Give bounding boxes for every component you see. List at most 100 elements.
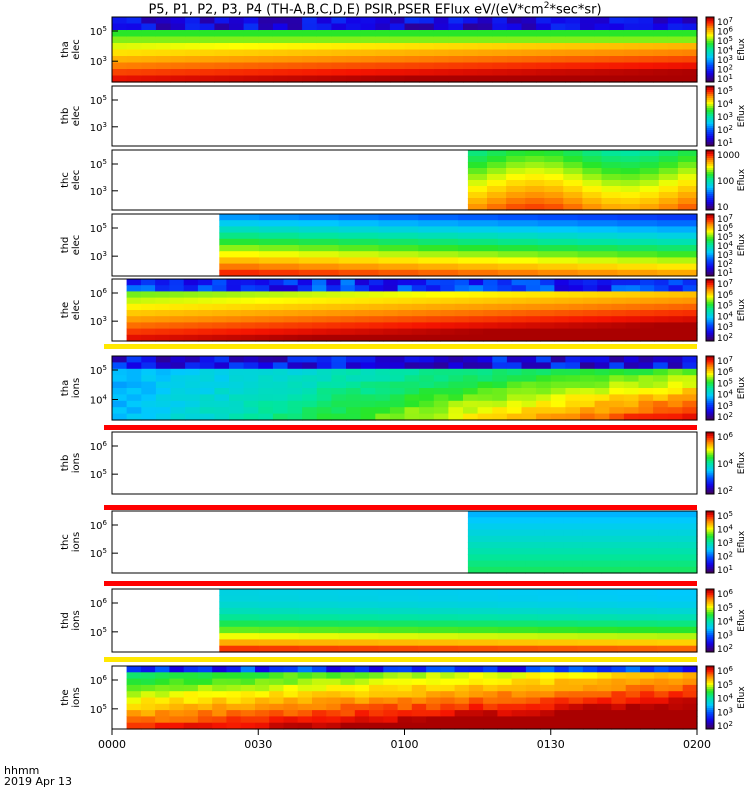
heatmap-cell bbox=[287, 413, 303, 421]
heatmap-cell bbox=[463, 375, 479, 383]
colorbar-segment bbox=[706, 273, 714, 277]
colorbar-tick-base: 10 bbox=[717, 708, 729, 718]
colorbar-segment bbox=[706, 614, 714, 617]
heatmap-cell bbox=[640, 322, 655, 330]
heatmap-cell bbox=[212, 285, 228, 292]
heatmap-cell bbox=[283, 691, 299, 699]
colorbar-segment bbox=[706, 400, 714, 404]
colorbar-tick-label: 102 bbox=[717, 720, 733, 732]
heatmap-cell bbox=[229, 413, 245, 421]
heatmap-cell bbox=[477, 400, 493, 408]
ytick-exp: 5 bbox=[103, 626, 107, 634]
heatmap-cell bbox=[544, 535, 564, 543]
heatmap-cell bbox=[653, 56, 669, 64]
colorbar-segment bbox=[706, 124, 714, 127]
heatmap-cell bbox=[550, 362, 566, 370]
ytick-exp: 3 bbox=[103, 185, 107, 193]
ytick-base: 10 bbox=[90, 549, 103, 560]
heatmap-cell bbox=[580, 56, 596, 64]
heatmap-cell bbox=[183, 710, 199, 717]
heatmap-cell bbox=[468, 334, 484, 342]
heatmap-cell bbox=[287, 56, 303, 64]
heatmap-cell bbox=[126, 291, 142, 299]
heatmap-cell bbox=[594, 368, 610, 376]
heatmap-cell bbox=[639, 198, 660, 205]
colorbar-segment bbox=[706, 324, 714, 328]
heatmap-cell bbox=[126, 310, 142, 317]
heatmap-cell bbox=[255, 297, 270, 305]
heatmap-cell bbox=[258, 69, 274, 77]
heatmap-cell bbox=[640, 684, 655, 692]
heatmap-cell bbox=[536, 30, 552, 38]
heatmap-cell bbox=[540, 279, 555, 286]
heatmap-cell bbox=[155, 36, 172, 44]
heatmap-cell bbox=[483, 697, 498, 705]
heatmap-cell bbox=[506, 388, 523, 395]
heatmap-cell bbox=[497, 614, 539, 622]
colorbar-segment bbox=[706, 645, 714, 649]
heatmap-cell bbox=[620, 511, 641, 518]
heatmap-cell bbox=[497, 220, 539, 227]
colorbar-tick-label: 105 bbox=[717, 377, 733, 389]
colorbar-segment bbox=[706, 527, 714, 531]
heatmap-cell bbox=[638, 23, 654, 31]
heatmap-cell bbox=[582, 672, 598, 680]
heatmap-cell bbox=[240, 697, 256, 705]
heatmap-cell bbox=[326, 297, 342, 305]
heatmap-cell bbox=[625, 716, 641, 724]
heatmap-cell bbox=[170, 56, 186, 64]
colorbar-segment bbox=[706, 390, 714, 393]
heatmap-cell bbox=[458, 238, 499, 246]
heatmap-cell bbox=[658, 554, 679, 562]
heatmap-cell bbox=[338, 607, 380, 615]
heatmap-cell bbox=[287, 375, 303, 383]
heatmap-cell bbox=[639, 174, 660, 181]
colorbar-segment bbox=[706, 307, 714, 311]
heatmap-cell bbox=[259, 626, 300, 634]
colorbar-segment bbox=[706, 552, 714, 555]
colorbar-segment bbox=[706, 458, 714, 462]
heatmap-cell bbox=[397, 672, 413, 680]
heatmap-cell bbox=[550, 388, 566, 395]
heatmap-cell bbox=[141, 362, 157, 370]
heatmap-cell bbox=[259, 645, 300, 653]
heatmap-cell bbox=[594, 30, 610, 38]
heatmap-cell bbox=[298, 589, 340, 596]
heatmap-cell bbox=[467, 198, 488, 205]
heatmap-cell bbox=[497, 334, 513, 342]
colorbar-segment bbox=[706, 465, 714, 468]
ytick-label: 105 bbox=[90, 364, 107, 377]
colorbar-tick-base: 10 bbox=[717, 66, 729, 76]
colorbar-tick-label: 106 bbox=[717, 588, 733, 600]
heatmap-cell bbox=[214, 400, 230, 408]
ytick-exp: 5 bbox=[103, 25, 107, 33]
heatmap-cell bbox=[638, 388, 654, 395]
heatmap-cell bbox=[511, 303, 527, 311]
colorbar-segment bbox=[706, 703, 714, 707]
heatmap-cell bbox=[419, 62, 435, 70]
heatmap-cell bbox=[226, 285, 242, 292]
heatmap-cell bbox=[240, 334, 256, 342]
heatmap-cell bbox=[639, 186, 660, 193]
colorbar-segment bbox=[706, 283, 714, 286]
colorbar-segment bbox=[706, 481, 714, 485]
heatmap-cell bbox=[677, 150, 698, 157]
heatmap-cell bbox=[397, 697, 413, 705]
heatmap-cell bbox=[568, 303, 584, 311]
heatmap-cell bbox=[155, 30, 172, 38]
heatmap-cell bbox=[272, 375, 289, 383]
heatmap-cell bbox=[243, 69, 259, 77]
heatmap-cell bbox=[404, 69, 420, 77]
ytick-base: 10 bbox=[90, 676, 103, 687]
heatmap-cell bbox=[259, 620, 300, 628]
heatmap-cell bbox=[468, 697, 484, 705]
heatmap-cell bbox=[360, 368, 376, 376]
heatmap-cell bbox=[240, 316, 256, 323]
heatmap-cell bbox=[340, 322, 356, 330]
heatmap-cell bbox=[454, 672, 470, 680]
heatmap-cell bbox=[199, 381, 215, 389]
heatmap-cell bbox=[226, 710, 242, 717]
ytick-label: 105 bbox=[90, 158, 107, 171]
heatmap-cell bbox=[492, 17, 508, 25]
heatmap-cell bbox=[506, 186, 526, 193]
